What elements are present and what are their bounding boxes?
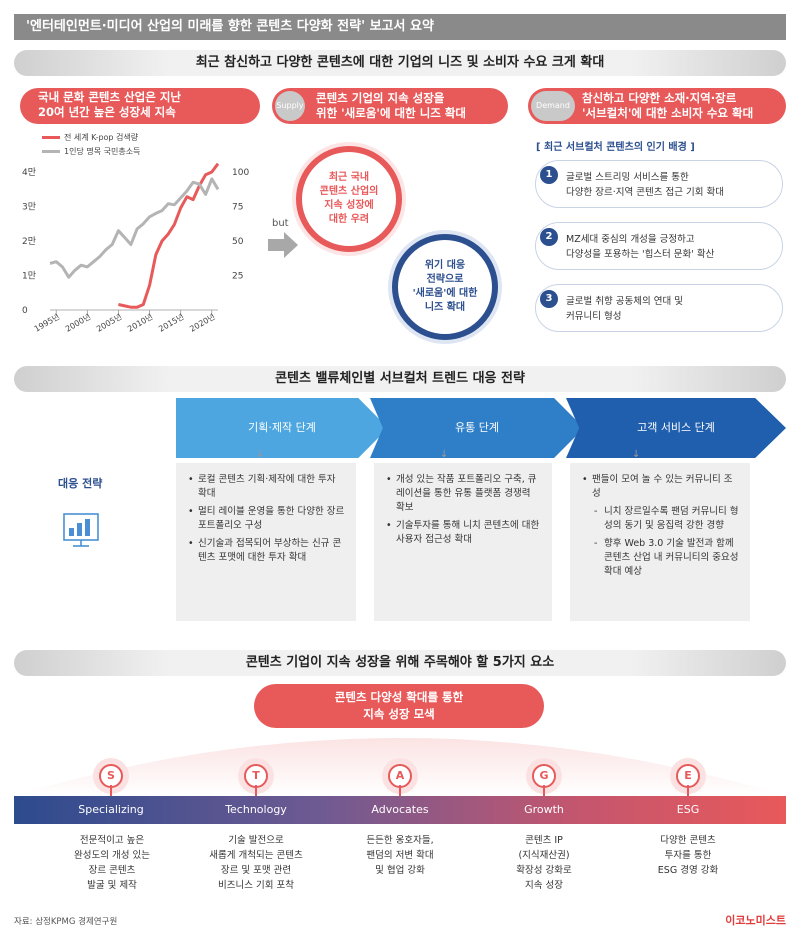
strategy-item: 로컬 콘텐츠 기획·제작에 대한 투자 확대	[188, 473, 346, 501]
demand-line1: 참신하고 다양한 소재·지역·장르	[582, 91, 737, 105]
legend-gni: 1인당 명목 국민총소득	[42, 146, 140, 157]
concern-ring: 최근 국내 콘텐츠 산업의 지속 성장에 대한 우려	[296, 146, 402, 252]
background-item-3	[535, 284, 783, 332]
strategy-label: 대응 전략	[58, 477, 103, 490]
growth-pill: 국내 문화 콘텐츠 산업은 지난 20여 년간 높은 성장세 지속	[20, 88, 260, 124]
demand-tag: Demand	[531, 91, 575, 121]
factor-name-technology: Technology	[225, 803, 287, 816]
strategy-item: 멀티 레이블 운영을 통한 다양한 장르 포트폴리오 구성	[188, 505, 346, 533]
x-tick-label: 2005년	[94, 311, 123, 334]
arrow-right-icon	[268, 232, 298, 258]
supply-tag: Supply	[275, 91, 305, 121]
y-tick-left: 3만	[22, 202, 36, 213]
strategy-item: 기술투자를 통해 니치 콘텐츠에 대한 사용자 접근성 확대	[386, 519, 542, 547]
but-label: but	[272, 218, 289, 229]
x-tick-label: 2000년	[63, 311, 92, 334]
pin-tail	[543, 785, 545, 796]
strategy-item: 신기술과 접목되어 부상하는 신규 콘텐츠 포맷에 대한 투자 확대	[188, 537, 346, 565]
background-text-3: 글로벌 취향 공동체의 연대 및 커뮤니티 형성	[566, 296, 683, 322]
y-tick-right: 100	[232, 168, 249, 178]
factor-desc-growth: 콘텐츠 IP (지식재산권) 확장성 강화로 지속 성장	[516, 835, 572, 891]
down-arrow-icon: ↓	[632, 449, 641, 460]
supply-line1: 콘텐츠 기업의 지속 성장을	[316, 91, 445, 105]
strategy-item: 개성 있는 작품 포트폴리오 구축, 큐레이션을 통한 유통 플랫폼 경쟁력 확…	[386, 473, 542, 515]
pin-tail	[110, 785, 112, 796]
y-tick-right: 25	[232, 272, 243, 282]
report-title: '엔터테인먼트·미디어 산업의 미래를 향한 콘텐츠 다양화 전략' 보고서 요…	[14, 14, 786, 40]
y-tick-left: 0	[22, 306, 28, 316]
factor-name-specializing: Specializing	[78, 803, 144, 816]
y-tick-left: 2만	[22, 236, 36, 247]
section3-heading: 콘텐츠 기업이 지속 성장을 위해 주목해야 할 5가지 요소	[14, 650, 786, 676]
down-arrow-icon: ↓	[440, 449, 449, 460]
factor-desc-specializing: 전문적이고 높은 완성도의 개성 있는 장르 콘텐츠 발굴 및 제작	[74, 835, 150, 891]
background-num-3: 3	[540, 290, 558, 308]
factor-name-esg: ESG	[676, 803, 700, 816]
legend-kpop: 전 세계 K-pop 검색량	[42, 132, 138, 143]
down-arrow-icon: ↓	[256, 449, 265, 460]
background-item-1	[535, 160, 783, 208]
supply-pill: Supply 콘텐츠 기업의 지속 성장을 위한 '새로움'에 대한 니즈 확대	[272, 88, 508, 124]
pin-tail	[687, 785, 689, 796]
publisher-logo: 이코노미스트	[725, 914, 786, 927]
y-tick-right: 75	[232, 203, 243, 213]
supply-line2: 위한 '새로움'에 대한 니즈 확대	[316, 106, 467, 120]
section1-heading: 최근 참신하고 다양한 콘텐츠에 대한 기업의 니즈 및 소비자 수요 크게 확…	[14, 50, 786, 76]
background-item-2	[535, 222, 783, 270]
source-note: 자료: 삼정KPMG 경제연구원	[14, 917, 118, 927]
x-tick-label: 2010년	[126, 311, 155, 334]
x-tick-label: 2020년	[188, 311, 217, 334]
y-tick-left: 1만	[22, 271, 36, 282]
strategy-box-customer: 팬들이 모여 놀 수 있는 커뮤니티 조성 니치 장르일수록 팬덤 커뮤니티 형…	[570, 463, 750, 621]
x-tick-label: 1995년	[32, 311, 61, 334]
strategy-item: 팬들이 모여 놀 수 있는 커뮤니티 조성	[582, 473, 740, 501]
section2-heading: 콘텐츠 밸류체인별 서브컬처 트렌드 대응 전략	[14, 366, 786, 392]
strategy-subitem: 향후 Web 3.0 기술 발전과 함께 콘텐츠 산업 내 커뮤니티의 중요성 …	[582, 537, 740, 579]
background-num-2: 2	[540, 228, 558, 246]
growth-pill-line2: 20여 년간 높은 성장세 지속	[38, 105, 176, 119]
background-num-1: 1	[540, 166, 558, 184]
factor-name-advocates: Advocates	[371, 803, 429, 816]
demand-line2: '서브컬처'에 대한 소비자 수요 확대	[582, 106, 754, 120]
x-tick-label: 2015년	[157, 311, 186, 334]
factor-s-icon: S	[99, 764, 123, 788]
pin-tail	[399, 785, 401, 796]
factor-desc-technology: 기술 발전으로 새롭게 개척되는 콘텐츠 장르 및 포맷 관련 비즈니스 기회 포착	[209, 835, 303, 891]
series-line-gni	[49, 177, 220, 279]
strategy-box-distribution: 개성 있는 작품 포트폴리오 구축, 큐레이션을 통한 유통 플랫폼 경쟁력 확…	[374, 463, 552, 621]
factor-bar	[14, 796, 786, 824]
y-tick-left: 4만	[22, 167, 36, 178]
stage-distribution: 유통 단계	[370, 398, 584, 458]
growth-pill-line1: 국내 문화 콘텐츠 산업은 지난	[38, 90, 181, 104]
center-pill: 콘텐츠 다양성 확대를 통한 지속 성장 모색	[254, 684, 544, 728]
strategy-box-planning: 로컬 콘텐츠 기획·제작에 대한 투자 확대 멀티 레이블 운영을 통한 다양한…	[176, 463, 356, 621]
demand-pill: Demand 참신하고 다양한 소재·지역·장르 '서브컬처'에 대한 소비자 …	[528, 88, 786, 124]
factor-name-growth: Growth	[524, 803, 564, 816]
strategy-subitem: 니치 장르일수록 팬덤 커뮤니티 형성의 동기 및 응집력 강한 경향	[582, 505, 740, 533]
factor-g-icon: G	[532, 764, 556, 788]
stage-planning: 기획·제작 단계	[176, 398, 388, 458]
strategy-board-icon	[63, 513, 99, 547]
factor-desc-advocates: 든든한 옹호자들, 팬덤의 저변 확대 및 협업 강화	[366, 835, 434, 876]
pin-tail	[255, 785, 257, 796]
background-text-1: 글로벌 스트리밍 서비스를 통한 다양한 장르·지역 콘텐츠 접근 기회 확대	[566, 172, 724, 198]
response-ring: 위기 대응 전략으로 '새로움'에 대한 니즈 확대	[392, 234, 498, 340]
factor-desc-esg: 다양한 콘텐츠 투자를 통한 ESG 경영 강화	[657, 835, 719, 876]
background-text-2: MZ세대 중심의 개성을 긍정하고 다양성을 포용하는 '힙스터 문화' 확산	[566, 234, 715, 260]
series-line-kpop	[118, 162, 220, 309]
factor-e-icon: E	[676, 764, 700, 788]
y-tick-right: 50	[232, 237, 244, 247]
background-title: [ 최근 서브컬처 콘텐츠의 인기 배경 ]	[536, 142, 695, 153]
stage-customer-service: 고객 서비스 단계	[566, 398, 786, 458]
